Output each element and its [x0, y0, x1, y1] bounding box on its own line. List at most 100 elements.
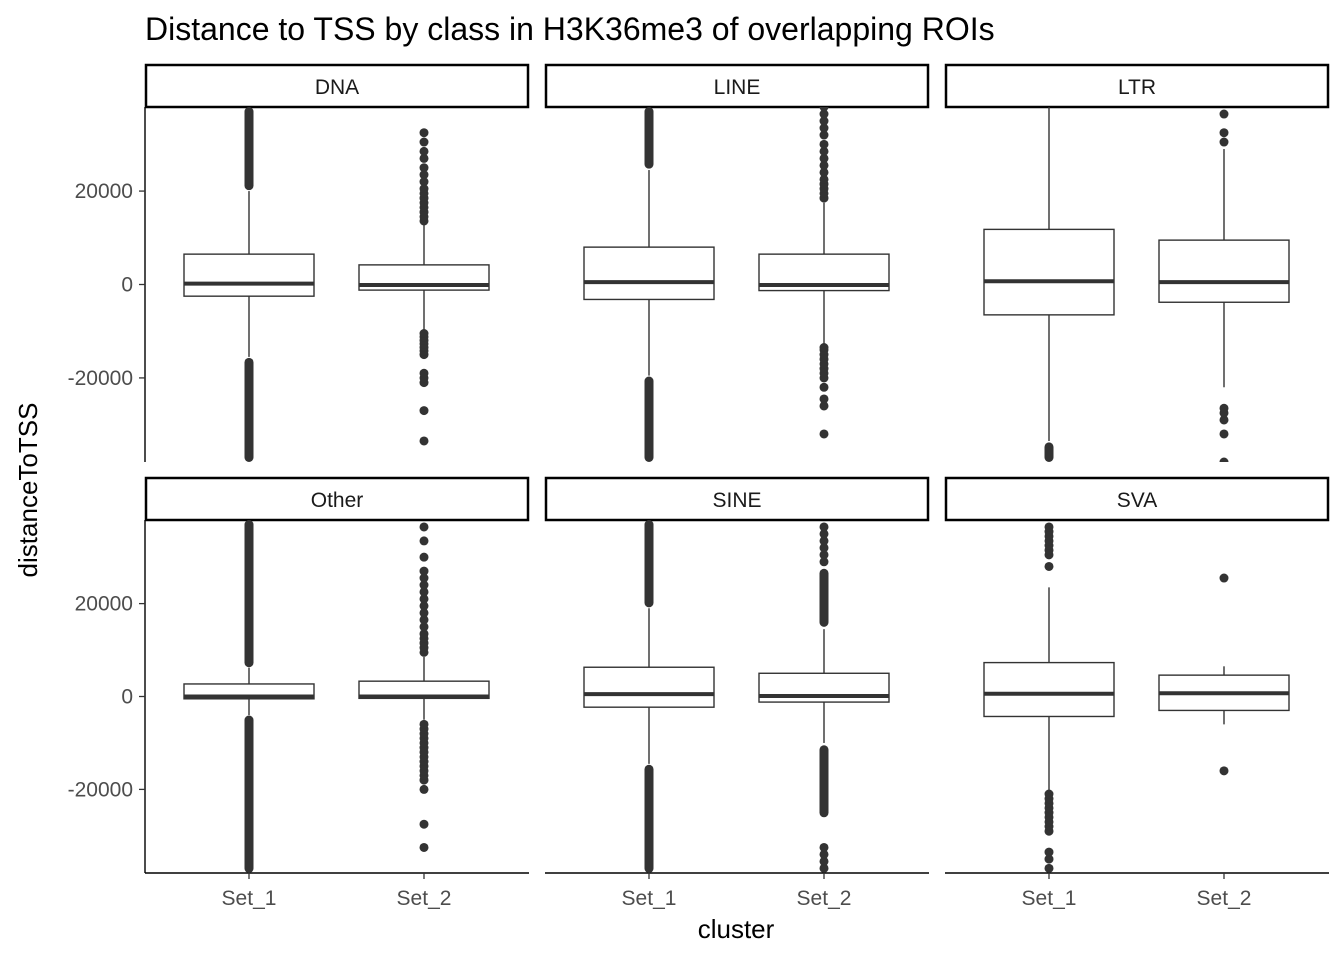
outlier-point — [1219, 128, 1229, 138]
outlier-band — [819, 745, 829, 818]
iqr-box — [1158, 239, 1290, 303]
x-tick-label: Set_2 — [1197, 887, 1252, 910]
x-axis-title: cluster — [698, 914, 775, 944]
outlier-point — [419, 587, 429, 597]
box-set-1 — [983, 522, 1115, 873]
outlier-point — [1044, 561, 1054, 571]
outlier-point — [819, 160, 829, 170]
outlier-point — [819, 153, 829, 163]
iqr-box — [583, 666, 715, 708]
outlier-point — [819, 107, 829, 112]
outlier-band — [1044, 442, 1054, 462]
box-set-1 — [583, 520, 715, 873]
outlier-point — [819, 543, 829, 553]
outlier-point — [819, 130, 829, 140]
box-set-1 — [983, 107, 1115, 462]
facet-strip-label: SVA — [1117, 489, 1157, 512]
facet-other: Other -20000 0 20000 Set_1 Set_2 — [68, 476, 530, 910]
facet-strip — [144, 63, 530, 109]
facet-panels: DNA -20000 0 20000 LINE LTR Other -20000 0 20000 S… — [68, 63, 1330, 910]
x-tick-label: Set_1 — [622, 887, 677, 910]
x-tick-label: Set_1 — [1022, 887, 1077, 910]
facet-strip-label: DNA — [315, 76, 359, 99]
outlier-point — [419, 629, 429, 639]
outlier-point — [1219, 457, 1229, 462]
facet-marks — [583, 520, 890, 873]
outlier-point — [419, 608, 429, 618]
facet-strip — [944, 476, 1330, 522]
outlier-point — [419, 522, 429, 532]
outlier-point — [419, 177, 429, 187]
outlier-point — [1219, 109, 1229, 119]
outlier-point — [419, 552, 429, 562]
outlier-band — [244, 107, 254, 191]
facet-marks — [983, 107, 1290, 462]
outlier-point — [819, 522, 829, 532]
outlier-point — [1219, 573, 1229, 583]
outlier-band — [644, 520, 654, 608]
box-set-2 — [1158, 109, 1290, 462]
outlier-band — [244, 357, 254, 462]
facet-strip-label: Other — [311, 489, 364, 512]
outlier-point — [419, 153, 429, 163]
outlier-point — [419, 601, 429, 611]
y-tick-label: 20000 — [75, 180, 133, 203]
outlier-point — [419, 573, 429, 583]
facet-marks — [983, 522, 1290, 873]
outlier-point — [819, 856, 829, 866]
outlier-point — [419, 784, 429, 794]
outlier-point — [419, 819, 429, 829]
iqr-box — [583, 246, 715, 301]
box-set-1 — [183, 520, 315, 873]
outlier-point — [819, 536, 829, 546]
outlier-point — [419, 329, 429, 339]
facet-dna: DNA -20000 0 20000 — [68, 63, 530, 462]
x-tick-label: Set_2 — [797, 887, 852, 910]
outlier-point — [419, 146, 429, 156]
y-tick-label: 0 — [121, 274, 133, 297]
outlier-point — [419, 594, 429, 604]
outlier-point — [419, 406, 429, 416]
outlier-point — [419, 842, 429, 852]
outlier-point — [419, 580, 429, 590]
outlier-band — [244, 715, 254, 873]
outlier-point — [819, 174, 829, 184]
outlier-point — [419, 184, 429, 194]
outlier-point — [419, 622, 429, 632]
outlier-point — [1044, 522, 1054, 532]
outlier-point — [819, 863, 829, 873]
outlier-point — [1219, 766, 1229, 776]
box-set-2 — [1158, 573, 1290, 776]
y-tick-label: -20000 — [68, 778, 133, 801]
outlier-point — [419, 615, 429, 625]
outlier-point — [419, 137, 429, 147]
outlier-band — [644, 376, 654, 462]
outlier-point — [819, 842, 829, 852]
facet-sine: SINE Set_1 Set_2 — [544, 476, 930, 910]
y-tick-label: 20000 — [75, 593, 133, 616]
iqr-box — [983, 228, 1115, 316]
outlier-point — [1044, 789, 1054, 799]
facet-strip-label: SINE — [712, 489, 761, 512]
outlier-band — [644, 107, 654, 169]
facet-strip-label: LINE — [714, 76, 761, 99]
outlier-point — [419, 368, 429, 378]
outlier-point — [419, 436, 429, 446]
iqr-box — [183, 253, 315, 297]
y-tick-label: 0 — [121, 686, 133, 709]
outlier-point — [819, 382, 829, 392]
outlier-point — [1044, 863, 1054, 873]
outlier-point — [1219, 137, 1229, 147]
facet-marks — [183, 107, 490, 462]
facet-line: LINE — [544, 63, 930, 462]
outlier-point — [819, 557, 829, 567]
y-tick-label: -20000 — [68, 367, 133, 390]
box-set-1 — [583, 107, 715, 462]
facet-strip — [144, 476, 530, 522]
outlier-band — [244, 520, 254, 668]
x-tick-label: Set_1 — [222, 887, 277, 910]
outlier-point — [819, 849, 829, 859]
outlier-point — [819, 343, 829, 353]
outlier-point — [819, 167, 829, 177]
